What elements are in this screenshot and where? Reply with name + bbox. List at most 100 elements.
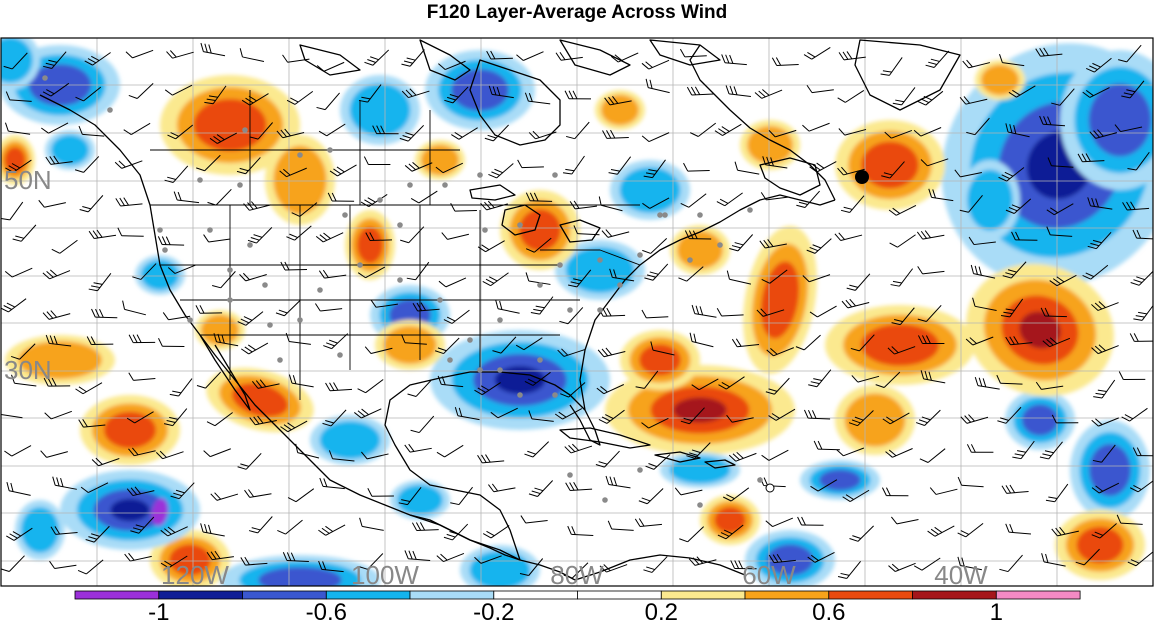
wind-barb xyxy=(249,122,273,140)
colorbar-tick-label: 0.2 xyxy=(645,599,678,622)
wind-barb xyxy=(913,127,942,137)
anomaly-blob xyxy=(519,209,561,251)
wind-barb xyxy=(318,560,344,573)
coastline xyxy=(649,39,721,66)
wind-barb xyxy=(960,414,989,424)
anomaly-blob xyxy=(319,421,381,459)
wind-barb xyxy=(328,450,355,462)
wind-barb xyxy=(1121,80,1145,99)
coastline xyxy=(559,427,651,449)
wind-barb xyxy=(680,193,707,208)
wind-barb xyxy=(84,52,111,66)
wind-barb xyxy=(12,224,37,242)
wind-barb xyxy=(484,124,509,142)
station-dot xyxy=(157,227,163,233)
wind-barb xyxy=(965,336,994,346)
station-dot xyxy=(397,277,403,283)
wind-barb xyxy=(850,334,875,352)
wind-barb xyxy=(247,226,273,244)
wind-barb xyxy=(372,125,399,135)
wind-barb xyxy=(88,229,117,240)
colorbar-box xyxy=(995,590,1081,600)
wind-barb xyxy=(357,266,386,279)
coastline xyxy=(409,514,576,581)
wind-barb xyxy=(604,96,632,106)
anomaly-blob xyxy=(1088,83,1152,157)
wind-barb xyxy=(721,54,747,66)
wind-barb xyxy=(288,374,314,388)
station-dot xyxy=(227,297,233,303)
colorbar-box xyxy=(660,590,746,600)
anomaly-blob xyxy=(349,83,411,137)
wind-barb xyxy=(314,303,343,312)
anomaly-blob xyxy=(232,383,288,417)
wind-barb xyxy=(515,337,543,351)
wind-barb xyxy=(916,230,945,240)
wind-barb xyxy=(836,447,865,457)
wind-barb xyxy=(1122,201,1150,211)
wind-barb xyxy=(840,195,865,213)
anomaly-blob xyxy=(273,145,327,215)
wind-barb xyxy=(291,202,318,217)
wind-barb xyxy=(11,374,37,387)
wind-barb xyxy=(85,525,110,543)
anomaly-blob xyxy=(21,507,59,553)
wind-barb xyxy=(52,476,77,490)
station-dot xyxy=(267,322,273,328)
station-dot xyxy=(162,247,168,253)
wind-barb xyxy=(641,309,669,319)
wind-barb xyxy=(802,274,831,283)
wind-barb xyxy=(243,201,271,211)
wind-barb xyxy=(1087,231,1112,250)
wind-barb xyxy=(206,550,234,561)
wind-barb xyxy=(846,273,871,291)
station-dot xyxy=(247,242,253,248)
wind-barb xyxy=(1000,298,1024,318)
coastline xyxy=(574,554,746,581)
station-dot xyxy=(567,307,573,313)
wind-barb xyxy=(768,129,797,138)
wind-barb xyxy=(848,410,874,427)
wind-barb xyxy=(363,156,391,166)
lon-label: 100W xyxy=(351,560,419,590)
colorbar-boxes xyxy=(74,590,1081,600)
wind-barb xyxy=(42,269,71,280)
wind-barb xyxy=(74,156,100,173)
wind-barb xyxy=(759,239,787,249)
anomaly-blob xyxy=(18,341,102,379)
wind-barb xyxy=(488,163,514,179)
wind-barb xyxy=(323,333,349,350)
wind-barb xyxy=(999,554,1023,573)
station-dot xyxy=(407,182,413,188)
colorbar-box xyxy=(158,590,244,600)
colorbar-tick-label: 1 xyxy=(990,599,1003,622)
wind-barb xyxy=(516,51,544,61)
wind-barb xyxy=(1082,264,1109,280)
wind-barb xyxy=(525,237,552,253)
anomaly-blob xyxy=(151,498,169,526)
wind-barb xyxy=(1045,483,1069,503)
wind-barb xyxy=(1,298,27,313)
colorbar-tick-label: 0.6 xyxy=(812,599,845,622)
wind-barb xyxy=(166,50,194,59)
station-dot xyxy=(717,242,723,248)
wind-barb xyxy=(364,346,393,355)
wind-barb xyxy=(1075,548,1100,566)
lon-label: 120W xyxy=(161,560,229,590)
wind-barb xyxy=(802,122,830,132)
wind-barb xyxy=(650,341,675,356)
wind-barb xyxy=(598,196,623,212)
wind-barb xyxy=(1085,57,1112,73)
station-dot xyxy=(537,357,543,363)
wind-barb xyxy=(401,49,425,67)
coastlines-and-borders xyxy=(39,39,961,581)
wind-barb xyxy=(929,487,958,495)
wind-barb xyxy=(643,159,666,179)
anomaly-blob xyxy=(981,64,1019,96)
wind-barb xyxy=(917,335,945,345)
station-dot xyxy=(262,282,268,288)
wind-barb xyxy=(928,188,954,202)
wind-barb xyxy=(722,487,750,502)
wind-barb xyxy=(1039,115,1066,127)
